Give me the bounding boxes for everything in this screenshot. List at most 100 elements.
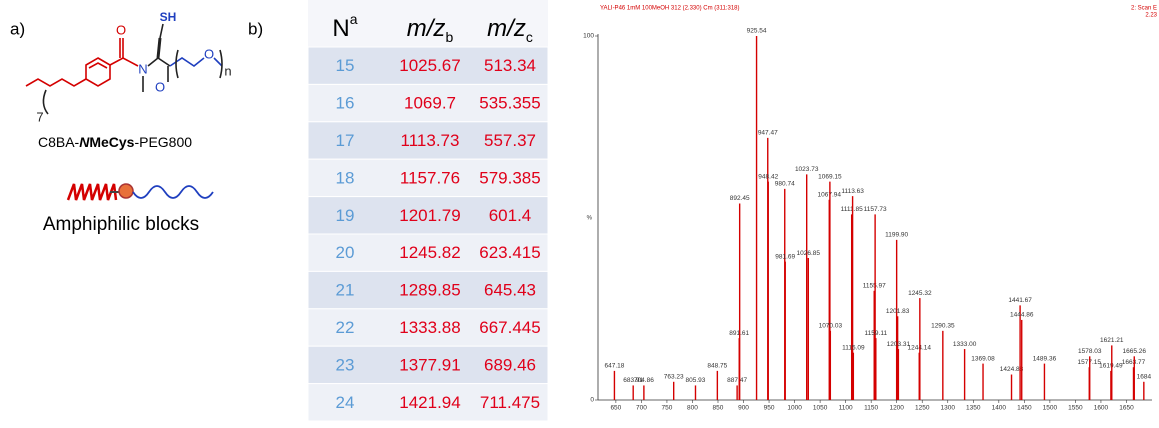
header-text: m/z [487, 15, 526, 42]
peg-chain [213, 57, 223, 67]
x-tick-label: 900 [738, 405, 749, 412]
peak-label: 947.47 [758, 130, 778, 137]
table-cell: 579.385 [479, 168, 540, 187]
peak-label: 848.75 [707, 363, 727, 370]
structure [25, 23, 223, 115]
column-header: m/zc [487, 15, 533, 44]
y-axis-label: % [587, 216, 593, 222]
table-cell: 1025.67 [399, 56, 460, 75]
ring-bond [88, 62, 108, 69]
table-row-bg [307, 308, 549, 347]
x-tick-label: 1600 [1094, 405, 1109, 412]
table-cell: 23 [336, 355, 355, 374]
wedge [156, 37, 162, 59]
bracket [175, 49, 179, 79]
subscript: 7 [36, 109, 43, 124]
peak-label: 1684 [1137, 374, 1152, 381]
table-cell: 1333.88 [399, 318, 460, 337]
table-cell: 1113.73 [401, 131, 460, 150]
table-row-bg [307, 83, 549, 123]
atom-label: SH [160, 10, 177, 24]
spring [66, 183, 118, 201]
table-cell: 1377.91 [399, 355, 460, 374]
name-part: -PEG800 [134, 134, 192, 150]
peak-label: 805.93 [686, 377, 706, 384]
table-cell: 689.46 [484, 355, 536, 374]
peak-label: 1441.67 [1008, 297, 1032, 304]
table-cell: 15 [336, 56, 355, 75]
peak-label: 1203.31 [887, 341, 911, 348]
atom-label: O [204, 46, 214, 61]
peak-label: 1199.90 [885, 232, 908, 239]
panel-label: b) [248, 19, 263, 38]
thiol-bond [159, 23, 164, 39]
table-row-bg [307, 158, 549, 198]
atom-label: O [155, 79, 165, 94]
block-icon [66, 183, 214, 201]
peg-chain [169, 57, 205, 67]
table-cell: 1245.82 [399, 243, 460, 262]
table-cell: 1201.79 [399, 206, 460, 225]
table-row-bg [307, 196, 549, 235]
name-part: N [79, 134, 90, 150]
header-sup: a [350, 11, 358, 27]
spectrum: 650 700 750 800 850 900 950 1000 1050 1100 1150 120… [583, 28, 1151, 412]
peak-label: 1245.32 [908, 290, 932, 297]
x-tick-label: 1400 [992, 405, 1007, 412]
column-header: Na [332, 11, 357, 43]
table-header-bg [308, 0, 548, 47]
peak-label: 1201.83 [886, 308, 910, 315]
bracket [219, 49, 223, 79]
table-cell: 645.43 [484, 281, 536, 300]
peak-label: 1026.85 [797, 250, 821, 257]
x-tick-label: 1550 [1068, 405, 1083, 412]
x-tick-label: 750 [662, 405, 673, 412]
x-tick-label: 1100 [839, 405, 853, 412]
peak-label: 683.91 [623, 377, 643, 384]
table-cell: 22 [336, 318, 355, 337]
peak-label: 1444.86 [1010, 312, 1034, 319]
table-cell: 17 [336, 131, 355, 150]
x-tick-label: 700 [636, 405, 647, 412]
x-tick-label: 800 [687, 405, 698, 412]
peak-label: 1578.03 [1078, 348, 1102, 355]
caption: Amphiphilic blocks [43, 214, 199, 235]
panel-label: a) [10, 19, 25, 38]
name-part: C8BA- [38, 134, 80, 150]
peak-label: 948.42 [758, 173, 778, 180]
compound-name: C8BA-NMeCys-PEG800 [38, 134, 192, 150]
backbone [147, 57, 171, 67]
atom-label: O [116, 22, 126, 37]
x-tick-label: 850 [713, 405, 724, 412]
peak-label: 1333.00 [953, 341, 977, 348]
peak-label: 1489.36 [1033, 355, 1057, 362]
peak-label: 1665.26 [1123, 348, 1147, 355]
x-tick-label: 1650 [1119, 405, 1134, 412]
x-tick-label: 1000 [787, 405, 802, 412]
table-cell: 21 [336, 281, 355, 300]
table-cell: 16 [336, 94, 355, 113]
x-tick-label: 650 [610, 405, 621, 412]
peak-label: 892.45 [730, 195, 750, 202]
x-tick-label: 1350 [966, 405, 981, 412]
peak-label: 1290.35 [931, 323, 955, 330]
peak-label: 1111.85 [841, 206, 863, 213]
table-cell: 667.445 [479, 318, 540, 337]
subscript: n [224, 63, 231, 78]
table-cell: 601.4 [489, 206, 532, 225]
peak-label: 981.69 [775, 253, 795, 260]
y-tick-label: 100 [583, 33, 594, 40]
atom-label: N [138, 61, 147, 76]
table-cell: 1289.85 [399, 281, 460, 300]
peak-label: 1369.08 [971, 355, 995, 362]
x-tick-label: 950 [764, 405, 775, 412]
table-cell: 513.34 [484, 56, 536, 75]
spectrum-header: YALI-P46 1mM 100MeOH 312 (2.330) Cm (311… [600, 6, 740, 12]
peak-label: 1115.09 [842, 344, 865, 351]
table-row-bg [307, 46, 549, 85]
peak-label: 704.86 [634, 377, 654, 384]
peak-label: 1113.63 [841, 188, 864, 195]
table-cell: 623.415 [479, 243, 540, 262]
peak-label: 1159.11 [865, 330, 888, 337]
